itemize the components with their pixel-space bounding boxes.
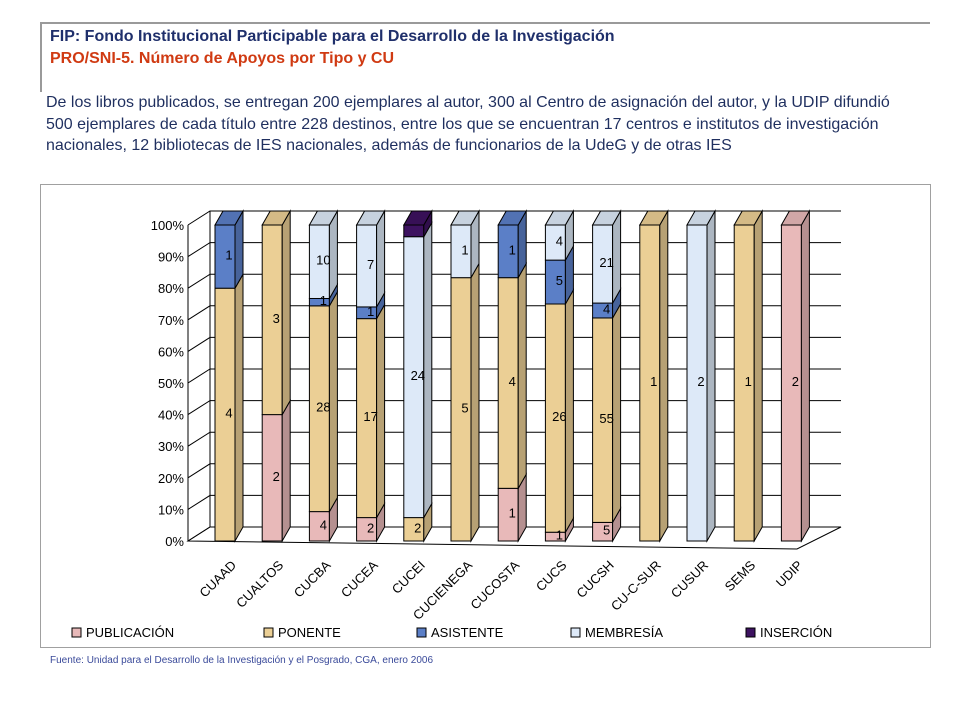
data-label: 4 [320, 517, 327, 532]
source-note: Fuente: Unidad para el Desarrollo de la … [50, 655, 434, 666]
x-tick-label: UDIP [773, 558, 806, 591]
bar-udip-publicacion-side [800, 209, 810, 543]
chart-frame [40, 184, 931, 648]
data-label: 1 [556, 528, 563, 543]
x-tick-label: CU-C-SUR [608, 558, 664, 614]
data-label: 1 [320, 293, 327, 308]
bar-cucienega-ponente-side [470, 261, 480, 543]
y-tick-label: 80% [158, 281, 184, 296]
y-tick-label: 0% [165, 534, 184, 549]
y-tick-label: 50% [158, 376, 184, 391]
bar-cualtos-ponente-side [281, 209, 291, 417]
data-label: 1 [367, 304, 374, 319]
data-label: 1 [745, 374, 752, 389]
legend-swatch-membresia [570, 627, 581, 638]
bar-cucosta-asistente-top [497, 210, 528, 226]
bar-cualtos-ponente-top [261, 210, 292, 226]
bar-cucs-membresia-top [544, 210, 575, 226]
data-label: 4 [509, 374, 516, 389]
y-tick-label: 70% [158, 313, 184, 328]
legend-label-asistente: ASISTENTE [431, 625, 504, 640]
x-tick-label: CUCBA [291, 557, 334, 600]
bar-cu-c-sur-ponente-side [659, 209, 669, 543]
bar-cucei-insercion-top [402, 210, 433, 226]
x-tick-label: SEMS [722, 557, 759, 594]
bar-cucea-membresia-top [355, 210, 386, 226]
legend-swatch-publicacion [71, 627, 82, 638]
bar-cu-c-sur-ponente-top [638, 210, 669, 226]
y-tick-label: 10% [158, 502, 184, 517]
bar-cualtos-publicacion-side [281, 398, 291, 543]
y-tick-label: 40% [158, 408, 184, 423]
data-label: 1 [509, 242, 516, 257]
bar-sems-ponente-top [733, 210, 764, 226]
data-label: 2 [697, 374, 704, 389]
bar-sems-ponente-side [753, 209, 763, 543]
bar-cuaad-ponente-side [234, 272, 244, 543]
legend-label-ponente: PONENTE [278, 625, 341, 640]
data-label: 2 [792, 374, 799, 389]
page-subtitle: PRO/SNI-5. Número de Apoyos por Tipo y C… [50, 50, 395, 67]
data-label: 55 [599, 411, 613, 426]
data-label: 1 [461, 242, 468, 257]
stacked-bar-chart: 0% 10% 20% 30% 40% 50% 60% 70% 80% 90% 100% 4 1 2 3 4 28… [71, 209, 842, 640]
legend-label-publicacion: PUBLICACIÓN [86, 625, 174, 640]
header-rule [40, 22, 930, 24]
data-label: 3 [273, 311, 280, 326]
y-tick-label: 30% [158, 439, 184, 454]
legend-label-membresia: MEMBRESÍA [585, 625, 663, 640]
bar-cusur-membresia-top [686, 210, 716, 226]
x-tick-label: CUALTOS [233, 557, 286, 610]
x-tick-label: CUAAD [196, 558, 239, 601]
legend-label-insercion: INSERCIÓN [760, 625, 832, 640]
data-label: 4 [603, 302, 610, 317]
bar-cucosta-ponente-side [517, 261, 527, 491]
data-label: 5 [603, 523, 610, 538]
data-label: 4 [556, 234, 563, 249]
y-tick-label: 100% [151, 218, 185, 233]
data-label: 1 [509, 506, 516, 521]
data-label: 17 [363, 409, 377, 424]
data-label: 2 [414, 520, 421, 535]
header-side-rule [40, 22, 42, 92]
x-tick-label: CUCS [533, 557, 570, 594]
legend-swatch-ponente [263, 627, 274, 638]
x-tick-label: CUCEI [389, 558, 428, 597]
data-label: 2 [367, 520, 374, 535]
bar-cucea-membresia-side [376, 209, 386, 309]
description-text: De los libros publicados, se entregan 20… [46, 94, 890, 154]
data-label: 5 [556, 273, 563, 288]
data-label: 7 [367, 257, 374, 272]
legend-swatch-insercion [745, 627, 756, 638]
bar-cusur-membresia-side [706, 209, 716, 543]
bar-udip-publicacion-top [780, 210, 811, 226]
bar-cucei-insercion [403, 224, 425, 238]
data-label: 26 [552, 409, 566, 424]
page-title: FIP: Fondo Institucional Participable pa… [50, 28, 615, 45]
x-tick-label: CUCEA [338, 557, 381, 600]
data-label: 5 [461, 400, 468, 415]
data-label: 2 [273, 469, 280, 484]
x-tick-label: CUSUR [668, 558, 711, 601]
x-tick-label: CUCOSTA [467, 557, 522, 612]
data-label: 1 [225, 248, 232, 263]
data-label: 10 [316, 253, 330, 268]
bar-cuaad-asistente-top [214, 210, 244, 226]
bar-cucsh-membresia-top [591, 210, 622, 226]
x-tick-label: CUCSH [573, 558, 616, 601]
data-label: 24 [411, 368, 425, 383]
data-label: 21 [599, 255, 613, 270]
y-tick-label: 60% [158, 344, 184, 359]
y-tick-label: 20% [158, 471, 184, 486]
data-label: 1 [650, 374, 657, 389]
y-tick-label: 90% [158, 250, 184, 265]
data-label: 4 [225, 406, 232, 421]
legend-swatch-asistente [416, 627, 427, 638]
bar-cucba-membresia-top [308, 210, 339, 226]
bar-cucienega-membresia-top [450, 210, 480, 226]
data-label: 28 [316, 400, 330, 415]
